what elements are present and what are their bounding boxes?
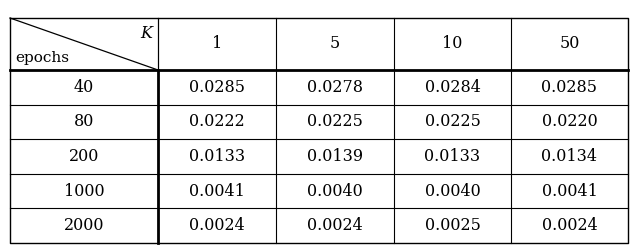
Text: 0.0025: 0.0025 [424,217,481,234]
Text: 50: 50 [559,36,580,52]
Text: 0.0024: 0.0024 [541,217,597,234]
Text: 1: 1 [212,36,222,52]
Text: 0.0285: 0.0285 [189,79,245,96]
Text: 0.0024: 0.0024 [307,217,363,234]
Text: 200: 200 [69,148,99,165]
Text: 0.0040: 0.0040 [307,182,363,200]
Text: 10: 10 [442,36,463,52]
Text: 0.0133: 0.0133 [189,148,245,165]
Text: 0.0220: 0.0220 [541,114,597,130]
Text: 1000: 1000 [64,182,104,200]
Text: 0.0284: 0.0284 [424,79,481,96]
Text: epochs: epochs [15,51,69,65]
Text: 0.0041: 0.0041 [541,182,597,200]
Text: 0.0278: 0.0278 [307,79,363,96]
Text: 0.0040: 0.0040 [424,182,481,200]
Text: 0.0133: 0.0133 [424,148,481,165]
Text: 0.0222: 0.0222 [189,114,245,130]
Text: K: K [140,25,152,42]
Text: 0.0134: 0.0134 [541,148,598,165]
Text: 2000: 2000 [64,217,104,234]
Text: 0.0285: 0.0285 [541,79,598,96]
Text: 5: 5 [330,36,340,52]
Text: 0.0041: 0.0041 [189,182,245,200]
Text: 0.0225: 0.0225 [424,114,481,130]
Text: 0.0225: 0.0225 [307,114,363,130]
Text: 80: 80 [74,114,94,130]
Text: 40: 40 [74,79,94,96]
Text: 0.0024: 0.0024 [189,217,245,234]
Text: 0.0139: 0.0139 [307,148,363,165]
